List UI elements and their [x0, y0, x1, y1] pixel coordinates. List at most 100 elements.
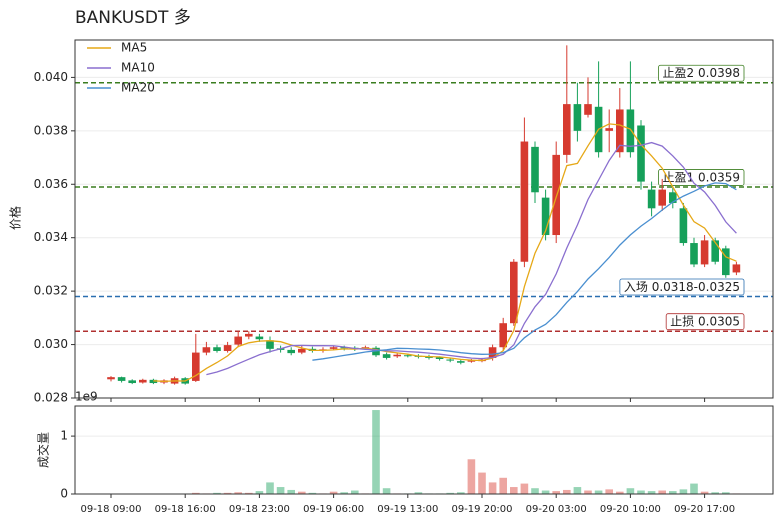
volume-bar: [510, 487, 518, 494]
candle-body: [605, 128, 613, 131]
level-label-text: 止损 0.0305: [670, 315, 740, 329]
candle-body: [435, 357, 444, 359]
legend-label: MA5: [121, 41, 147, 55]
volume-bar: [679, 489, 688, 494]
y-tick-label: 0.038: [34, 123, 68, 137]
volume-bar: [340, 492, 348, 494]
level-label: 入场 0.0318-0.0325: [619, 278, 745, 296]
volume-bar: [711, 492, 719, 494]
candle-body: [139, 379, 147, 383]
volume-bar: [382, 488, 391, 494]
candle-body: [700, 240, 709, 265]
volume-bar: [351, 490, 359, 494]
volume-bar: [467, 459, 476, 494]
volume-bar: [213, 492, 221, 494]
volume-bar: [647, 491, 656, 494]
plot-frame: [74, 405, 774, 495]
volume-bar: [541, 490, 550, 494]
candle-body: [711, 240, 719, 262]
level-label-box: [658, 169, 745, 186]
ma-line: [312, 182, 737, 361]
candle-body: [626, 109, 635, 153]
candle-body: [488, 347, 497, 358]
candle-body: [722, 248, 730, 276]
y-tick-label: 0.028: [34, 391, 68, 405]
candle-body: [732, 264, 741, 273]
volume-bar: [700, 491, 709, 494]
volume-bar: [563, 489, 571, 494]
volume-bar: [255, 491, 264, 494]
candle-body: [510, 261, 518, 324]
candle-body: [245, 333, 253, 337]
volume-bar: [298, 491, 306, 494]
volume-bar: [637, 490, 645, 494]
candle-body: [637, 125, 645, 182]
candle-body: [234, 336, 242, 345]
candle-body: [117, 377, 126, 381]
level-label-text: 入场 0.0318-0.0325: [624, 280, 740, 294]
volume-bar: [478, 472, 486, 494]
level-label-box: [665, 313, 745, 331]
volume-bar: [722, 492, 730, 494]
candle-body: [457, 361, 465, 363]
volume-bar: [329, 491, 338, 494]
volume-bar: [626, 488, 635, 494]
volume-bar: [308, 492, 317, 494]
volume-bar: [446, 492, 454, 494]
volume-bar: [690, 483, 698, 494]
volume-offset: 1e9: [75, 390, 98, 404]
volume-bar: [372, 410, 380, 494]
candle-body: [107, 377, 115, 380]
candle-body: [669, 192, 677, 203]
volume-bar: [669, 491, 677, 494]
level-label-text: 止盈2 0.0398: [663, 66, 740, 80]
ma-line: [206, 141, 737, 376]
y-tick-label: 0.030: [34, 337, 68, 351]
candle-body: [552, 154, 560, 236]
volume-bar: [520, 483, 529, 494]
candle-body: [266, 340, 274, 349]
volume-bar: [594, 490, 603, 494]
legend-label: MA20: [121, 81, 155, 95]
x-tick-label: 09-18 16:00: [155, 504, 216, 515]
volume-bar: [287, 489, 295, 494]
candle-body: [298, 348, 306, 353]
x-tick-label: 09-20 10:00: [600, 504, 661, 515]
level-label: 止盈1 0.0359: [658, 169, 745, 186]
volume-bar: [192, 492, 200, 494]
candle-body: [499, 323, 507, 348]
candle-body: [340, 347, 348, 349]
candle-body: [690, 243, 698, 265]
candle-body: [404, 355, 412, 357]
volume-bar: [457, 492, 465, 494]
candle-body: [213, 347, 221, 351]
candle-body: [658, 189, 666, 206]
x-tick-label: 09-20 03:00: [526, 504, 587, 515]
level-label: 止损 0.0305: [665, 313, 745, 331]
volume-bar: [276, 487, 285, 494]
candle-body: [467, 360, 476, 362]
candle-body: [192, 352, 200, 381]
y-tick-label: 0.034: [34, 230, 68, 244]
volume-bar: [658, 490, 666, 494]
x-tick-label: 09-18 23:00: [229, 504, 290, 515]
y-axis-label: 价格: [8, 206, 23, 230]
x-tick-label: 09-19 06:00: [303, 504, 364, 515]
candle-body: [541, 197, 550, 236]
candle-body: [647, 189, 656, 209]
ma-line: [153, 123, 737, 383]
candle-body: [202, 347, 211, 353]
volume-bar: [531, 488, 539, 494]
y-tick-label: 0.036: [34, 177, 68, 191]
x-tick-label: 09-19 20:00: [451, 504, 512, 515]
candle-body: [446, 359, 454, 361]
volume-bar: [584, 490, 592, 494]
y-tick-label: 1: [60, 429, 68, 443]
level-label: 止盈2 0.0398: [658, 64, 745, 82]
volume-bar: [488, 482, 497, 494]
candle-body: [329, 347, 338, 349]
y-tick-label: 0: [60, 487, 68, 501]
candle-body: [255, 336, 264, 340]
